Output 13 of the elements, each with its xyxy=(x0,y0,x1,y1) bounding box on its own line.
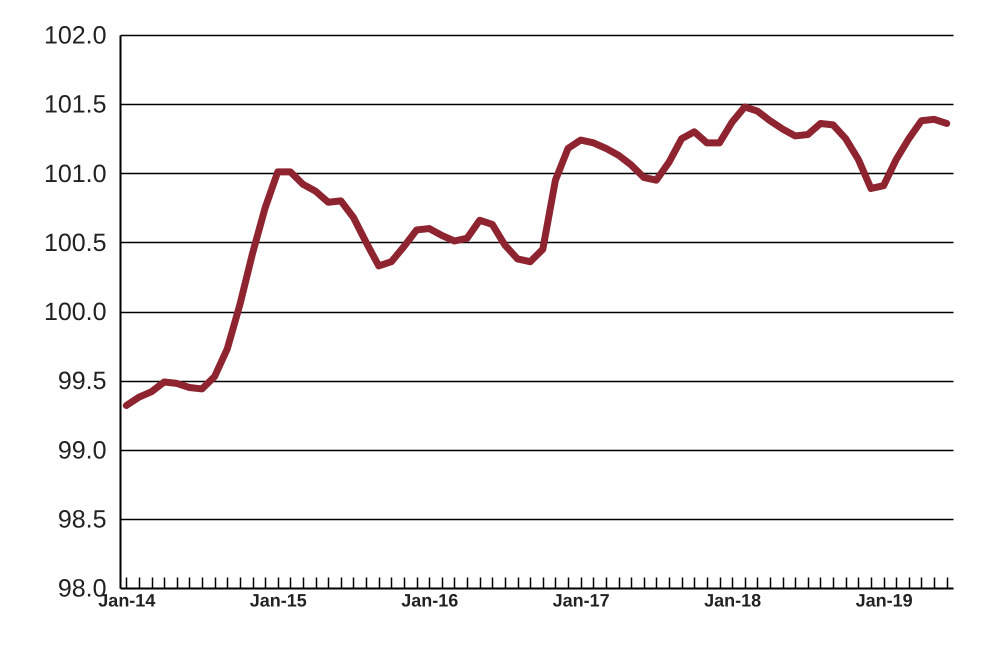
x-tick-label: Jan-17 xyxy=(552,590,610,610)
x-tick-label: Jan-19 xyxy=(856,590,913,610)
x-tick-label: Jan-15 xyxy=(250,590,307,610)
y-tick-label: 99.0 xyxy=(58,436,106,464)
x-tick-label: Jan-18 xyxy=(704,590,762,610)
y-tick-label: 98.5 xyxy=(58,505,106,534)
y-tick-label: 101.0 xyxy=(44,160,106,188)
y-tick-label: 99.5 xyxy=(58,367,106,396)
y-tick-label: 102.0 xyxy=(44,22,106,50)
y-tick-label: 100.0 xyxy=(44,298,106,326)
x-tick-label: Jan-16 xyxy=(401,590,458,610)
y-tick-label: 101.5 xyxy=(44,90,106,119)
y-tick-label: 100.5 xyxy=(44,228,106,257)
